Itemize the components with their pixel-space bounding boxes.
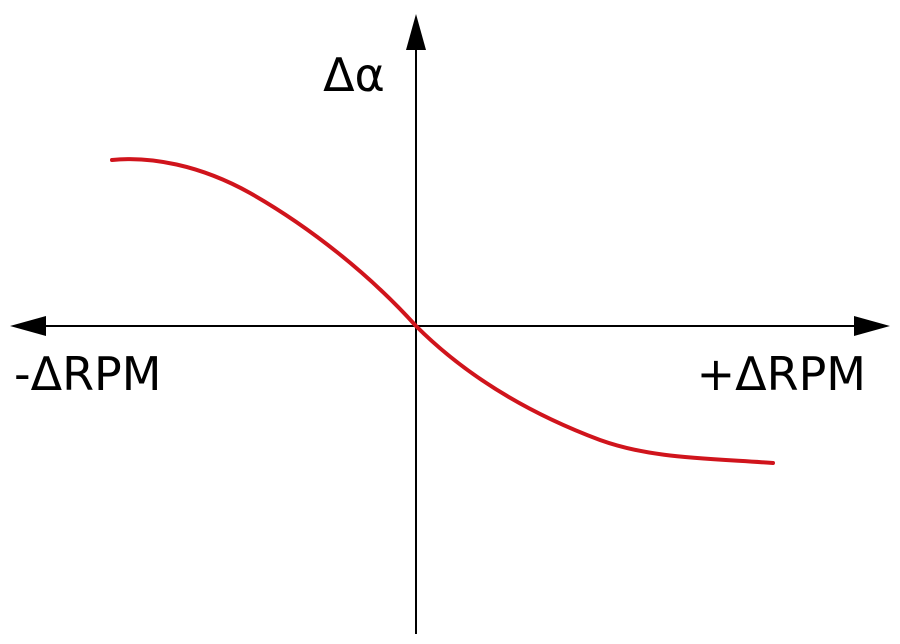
- response-curve: [110, 157, 775, 465]
- x-axis-arrow-right: [854, 316, 890, 336]
- y-axis-label: Δα: [323, 48, 385, 102]
- y-axis-arrow: [406, 14, 426, 50]
- x-axis-right-label: +ΔRPM: [697, 347, 866, 401]
- x-axis-arrow-left: [10, 316, 46, 336]
- x-axis-left-label: -ΔRPM: [14, 347, 161, 401]
